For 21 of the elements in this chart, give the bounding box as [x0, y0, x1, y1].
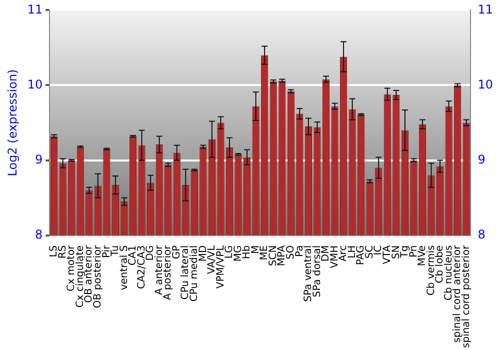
x-tick-label: Pa — [294, 245, 306, 258]
x-tick-label: spinal cord posterior — [460, 244, 472, 348]
y-tick-label: 9 — [35, 152, 43, 166]
x-tick-label: SO — [285, 245, 296, 260]
x-tick-label: Tg — [400, 245, 411, 259]
y-tick-label: 11 — [27, 2, 43, 16]
x-tick-label: OB posterior — [92, 244, 104, 308]
x-tick-label: DG — [145, 245, 156, 261]
x-tick-label: A posterior — [162, 244, 174, 300]
x-tick-label: VTA — [382, 245, 393, 264]
y2-tick-label: 10 — [478, 77, 494, 92]
x-tick-label: GP — [171, 245, 182, 260]
x-tick-label: Cb lobe — [434, 245, 446, 284]
x-tick-label: MVe — [417, 245, 428, 266]
y-tick-label: 10 — [27, 77, 43, 92]
y-tick-label: 8 — [35, 227, 43, 242]
y2-tick-label: 8 — [478, 227, 486, 242]
y2-tick-label: 9 — [478, 152, 486, 166]
y-axis-title: Log2 (expression) — [5, 69, 20, 176]
x-tick-label: RS — [57, 245, 68, 259]
y2-tick-label: 11 — [478, 2, 494, 16]
